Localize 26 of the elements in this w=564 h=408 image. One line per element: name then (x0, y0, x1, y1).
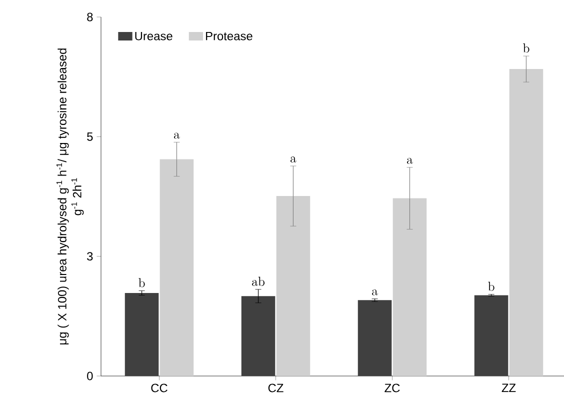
bar (241, 296, 276, 376)
y-tick-label: 5 (87, 132, 93, 141)
annotation: a (174, 132, 180, 139)
x-tick-label: CC (151, 384, 168, 392)
bar (276, 196, 310, 376)
annotation: b (138, 278, 145, 288)
annotation: a (290, 156, 296, 162)
y-tick-label: 8 (87, 12, 93, 22)
annotation: a (372, 289, 378, 296)
legend-label: Protease (206, 32, 252, 40)
annotation: b (488, 282, 494, 291)
legend-label: Urease (135, 32, 172, 40)
annotation: ab (252, 276, 265, 286)
bar (509, 69, 544, 376)
annotation: a (406, 158, 413, 164)
bar (124, 292, 159, 376)
x-tick-label: ZC (384, 384, 400, 392)
y-tick-label: 0 (87, 372, 93, 380)
bar (392, 198, 427, 376)
bar (474, 295, 508, 376)
x-tick-label: ZZ (502, 384, 516, 392)
x-tick-label: CZ (268, 384, 284, 392)
annotation: b (523, 43, 530, 53)
y-tick-label: 3 (87, 252, 93, 261)
bar (358, 300, 392, 376)
bar (160, 159, 194, 376)
